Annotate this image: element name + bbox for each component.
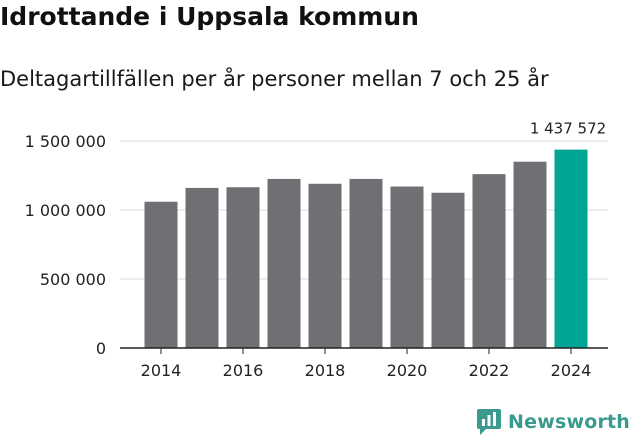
bar-highlight-2024	[554, 149, 588, 348]
y-tick-label: 500 000	[40, 270, 106, 289]
bar-2023	[513, 161, 547, 348]
y-tick-label: 1 000 000	[25, 201, 106, 220]
chart-subtitle: Deltagartillfällen per år personer mella…	[0, 67, 549, 91]
x-tick-label: 2014	[141, 361, 182, 380]
bar-2022	[472, 174, 506, 348]
bar-chart: 0 500 000 1 000 000 1 500 000 2014 2016 2018 20…	[25, 120, 608, 380]
bar-2019	[349, 178, 383, 348]
chart-title: Idrottande i Uppsala kommun	[0, 2, 419, 31]
data-label-2024: 1 437 572	[530, 120, 606, 138]
bar-chart-speech-icon	[477, 409, 501, 435]
x-tick-label: 2018	[305, 361, 346, 380]
bar-2018	[308, 183, 342, 348]
x-tick-label: 2020	[387, 361, 428, 380]
x-tick-label: 2022	[469, 361, 510, 380]
bar-2017	[267, 178, 301, 348]
x-tick-label: 2016	[223, 361, 264, 380]
y-tick-label: 1 500 000	[25, 132, 106, 151]
bar-2021	[431, 192, 465, 348]
bar-2014	[144, 201, 178, 348]
bar-2016	[226, 187, 260, 348]
bar-2015	[185, 187, 219, 348]
bar-2020	[390, 186, 424, 348]
x-tick-label: 2024	[551, 361, 592, 380]
brand-name: Newsworthy	[508, 411, 631, 433]
y-tick-label: 0	[96, 339, 106, 358]
newsworthy-logo: Newsworthy	[476, 406, 631, 438]
